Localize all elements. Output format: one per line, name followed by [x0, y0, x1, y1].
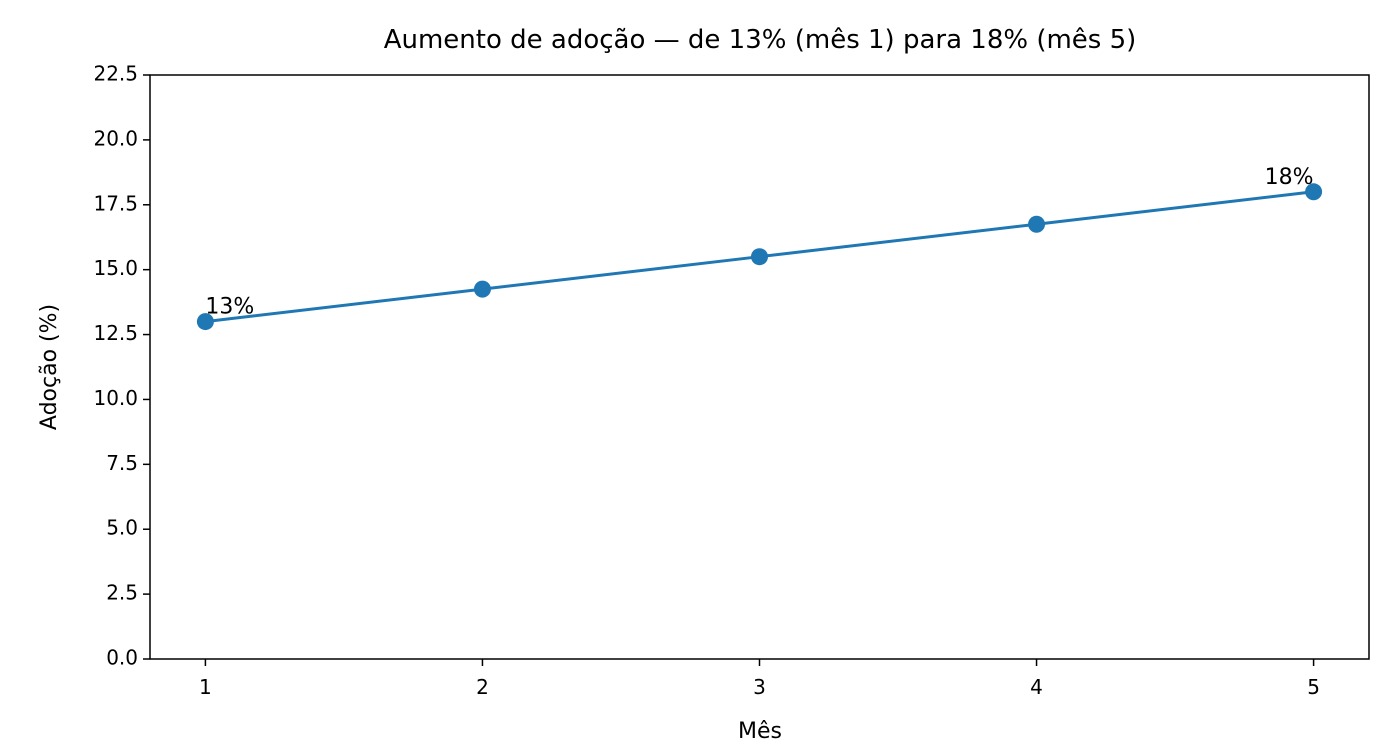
marker	[473, 280, 491, 298]
x-tick-label: 5	[1307, 675, 1320, 699]
y-tick-label: 20.0	[93, 126, 138, 150]
plot-frame	[149, 74, 1370, 660]
marker	[1028, 215, 1046, 233]
y-tick-label: 2.5	[106, 581, 138, 605]
data-label: 13%	[205, 295, 254, 320]
chart-title: Aumento de adoção — de 13% (mês 1) para …	[384, 25, 1137, 55]
y-tick-label: 15.0	[93, 256, 138, 280]
marker	[1305, 183, 1323, 201]
y-tick-label: 10.0	[93, 386, 138, 410]
y-axis-label: Adoção (%)	[37, 304, 62, 430]
y-tick-label: 12.5	[93, 321, 138, 345]
x-tick-label: 3	[753, 675, 766, 699]
x-axis-label: Mês	[738, 719, 782, 744]
marker	[196, 313, 214, 331]
y-tick-label: 17.5	[93, 191, 138, 215]
x-tick-label: 2	[476, 675, 489, 699]
marker	[751, 248, 768, 266]
y-tick-label: 22.5	[93, 62, 138, 86]
y-tick-label: 0.0	[106, 646, 138, 670]
x-tick-label: 1	[199, 675, 212, 699]
data-label: 18%	[1265, 165, 1314, 190]
x-tick-label: 4	[1030, 675, 1043, 699]
y-tick-label: 5.0	[106, 516, 138, 540]
y-tick-label: 7.5	[106, 451, 138, 475]
